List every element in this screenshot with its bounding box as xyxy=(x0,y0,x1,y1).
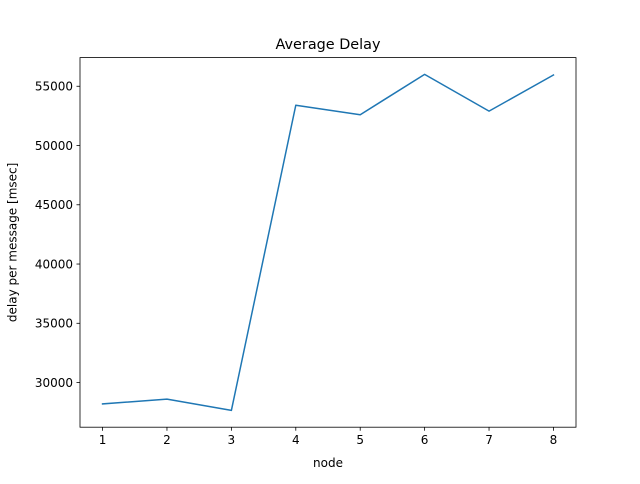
x-tick-label: 3 xyxy=(228,433,236,447)
y-axis-label: delay per message [msec] xyxy=(6,163,20,322)
x-tick-label: 4 xyxy=(292,433,300,447)
y-tick-label: 40000 xyxy=(35,257,73,271)
x-axis-label: node xyxy=(313,456,343,470)
chart-title: Average Delay xyxy=(276,37,381,53)
x-tick-label: 5 xyxy=(356,433,364,447)
y-tick-label: 45000 xyxy=(35,198,73,212)
y-tick-label: 50000 xyxy=(35,139,73,153)
x-tick-label: 6 xyxy=(421,433,429,447)
y-tick-label: 30000 xyxy=(35,376,73,390)
y-tick-label: 55000 xyxy=(35,80,73,94)
x-tick-label: 8 xyxy=(550,433,558,447)
x-tick-label: 2 xyxy=(163,433,171,447)
x-tick-label: 1 xyxy=(99,433,107,447)
y-tick-label: 35000 xyxy=(35,317,73,331)
x-tick-label: 7 xyxy=(485,433,493,447)
